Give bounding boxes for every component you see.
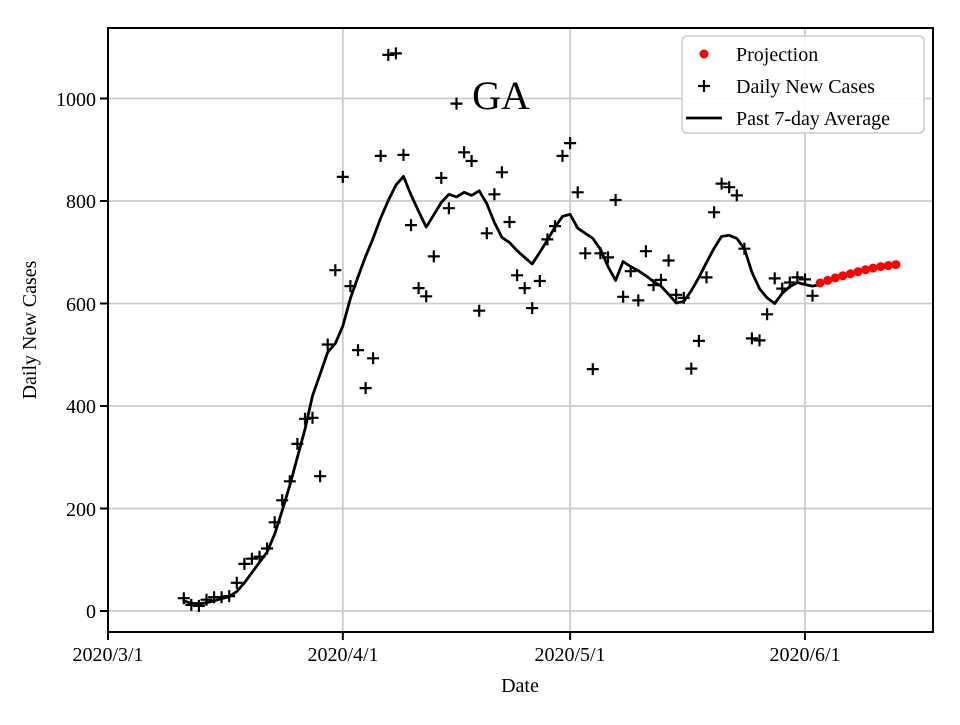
x-tick-label-2: 2020/5/1 (534, 644, 605, 666)
y-tick-label-5: 1000 (56, 89, 96, 111)
series-past-7-day-average (182, 175, 822, 606)
legend-projection-dot-icon (699, 49, 709, 59)
legend-plus-marker-icon (698, 80, 710, 92)
x-tick-label-1: 2020/4/1 (307, 644, 378, 666)
x-tick-labels: 2020/3/1 2020/4/1 2020/5/1 2020/6/1 (72, 644, 840, 666)
axis-ticks (100, 97, 806, 640)
y-axis-label: Daily New Cases (19, 260, 41, 399)
legend: Projection Daily New Cases Past 7-day Av… (681, 35, 925, 134)
legend-box (681, 35, 925, 134)
legend-label-past-7-day-average: Past 7-day Average (736, 108, 890, 130)
y-tick-label-0: 0 (86, 601, 96, 623)
plot-border (107, 27, 934, 633)
legend-label-daily-new-cases: Daily New Cases (736, 76, 875, 98)
series-projection (815, 260, 901, 288)
x-tick-label-0: 2020/3/1 (72, 644, 143, 666)
y-tick-labels: 0 200 400 600 800 1000 (56, 89, 96, 623)
x-tick-label-3: 2020/6/1 (769, 644, 840, 666)
chart-title: GA (472, 73, 530, 118)
y-tick-label-2: 400 (66, 396, 96, 418)
y-tick-label-3: 600 (66, 294, 96, 316)
x-axis-label: Date (501, 675, 539, 697)
y-tick-label-4: 800 (66, 191, 96, 213)
series-layer (177, 47, 901, 612)
legend-label-projection: Projection (736, 44, 818, 66)
series-daily-new-cases (177, 47, 819, 612)
y-tick-label-1: 200 (66, 499, 96, 521)
